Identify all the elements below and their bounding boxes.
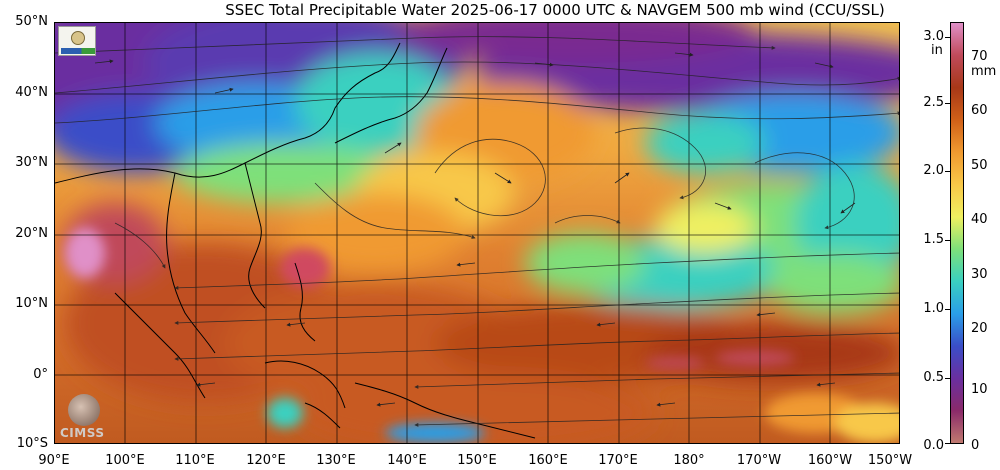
colorbar-mm-tick-40: 40	[971, 212, 988, 227]
lat-label-equator: 0°	[33, 367, 48, 382]
colorbar-tick	[945, 378, 950, 379]
colorbar-inch-tick-0-0: 0.0	[923, 438, 944, 453]
colorbar-inch-tick-2-5: 2.5	[923, 95, 944, 110]
colorbar-mm-tick-30: 30	[971, 267, 988, 282]
lon-label-100e: 100°E	[105, 453, 145, 468]
graticule	[55, 23, 899, 443]
colorbar-mm-tick-20: 20	[971, 321, 988, 336]
cimss-logo: CIMSS	[60, 392, 130, 444]
lon-label-160e: 160°E	[528, 453, 568, 468]
lat-label-30n: 30°N	[15, 155, 48, 170]
colorbar-tick	[945, 103, 950, 104]
lon-label-160w: 160°W	[807, 453, 853, 468]
lon-label-120e: 120°E	[246, 453, 286, 468]
colorbar-mm-tick-60: 60	[971, 103, 988, 118]
moisture-field-blobs	[55, 23, 899, 443]
map-canvas	[55, 23, 899, 443]
coastlines	[55, 42, 536, 439]
lon-label-180: 180°	[673, 453, 705, 468]
lon-label-150e: 150°E	[457, 453, 497, 468]
colorbar-tick	[945, 443, 950, 444]
cimss-logo-text: CIMSS	[60, 426, 105, 440]
lon-label-130e: 130°E	[316, 453, 356, 468]
colorbar-tick	[945, 309, 950, 310]
lon-label-90e: 90°E	[38, 453, 70, 468]
lat-label-20n: 20°N	[15, 226, 48, 241]
colorbar-inch-unit: in	[931, 43, 943, 58]
colorbar-mm-unit: mm	[971, 64, 997, 79]
lat-label-40n: 40°N	[15, 85, 48, 100]
lon-label-110e: 110°E	[175, 453, 215, 468]
lat-label-10s: 10°S	[16, 436, 48, 451]
precipitable-water-map	[54, 22, 900, 444]
colorbar-mm-tick-50: 50	[971, 158, 988, 173]
colorbar-mm-tick-10: 10	[971, 382, 988, 397]
colorbar-inch-tick-2-0: 2.0	[923, 163, 944, 178]
ssec-logo	[58, 26, 96, 56]
colorbar-tick	[945, 37, 950, 38]
tpw-colorbar	[950, 22, 964, 444]
wind-arrows	[94, 52, 856, 407]
colorbar-mm-tick-0: 0	[971, 438, 980, 453]
ssec-lab-banner	[61, 48, 95, 54]
colorbar-tick	[945, 171, 950, 172]
colorbar-mm-tick-70: 70	[971, 49, 988, 64]
moisture-field-details	[65, 228, 899, 443]
colorbar-tick	[945, 240, 950, 241]
lat-label-10n: 10°N	[15, 296, 48, 311]
cimss-globe-icon	[68, 394, 100, 426]
colorbar-inch-tick-1-0: 1.0	[923, 301, 944, 316]
ssec-emblem-icon	[71, 31, 85, 45]
lon-label-170e: 170°E	[598, 453, 638, 468]
map-title: SSEC Total Precipitable Water 2025-06-17…	[225, 1, 885, 19]
lat-label-50n: 50°N	[15, 14, 48, 29]
colorbar-inch-tick-0-5: 0.5	[923, 370, 944, 385]
wind-streamlines	[55, 36, 899, 427]
colorbar-inch-tick-1-5: 1.5	[923, 232, 944, 247]
lon-label-150w: 150°W	[867, 453, 913, 468]
lon-label-140e: 140°E	[387, 453, 427, 468]
colorbar-inch-tick-3-0: 3.0	[923, 29, 944, 44]
lon-label-170w: 170°W	[736, 453, 782, 468]
